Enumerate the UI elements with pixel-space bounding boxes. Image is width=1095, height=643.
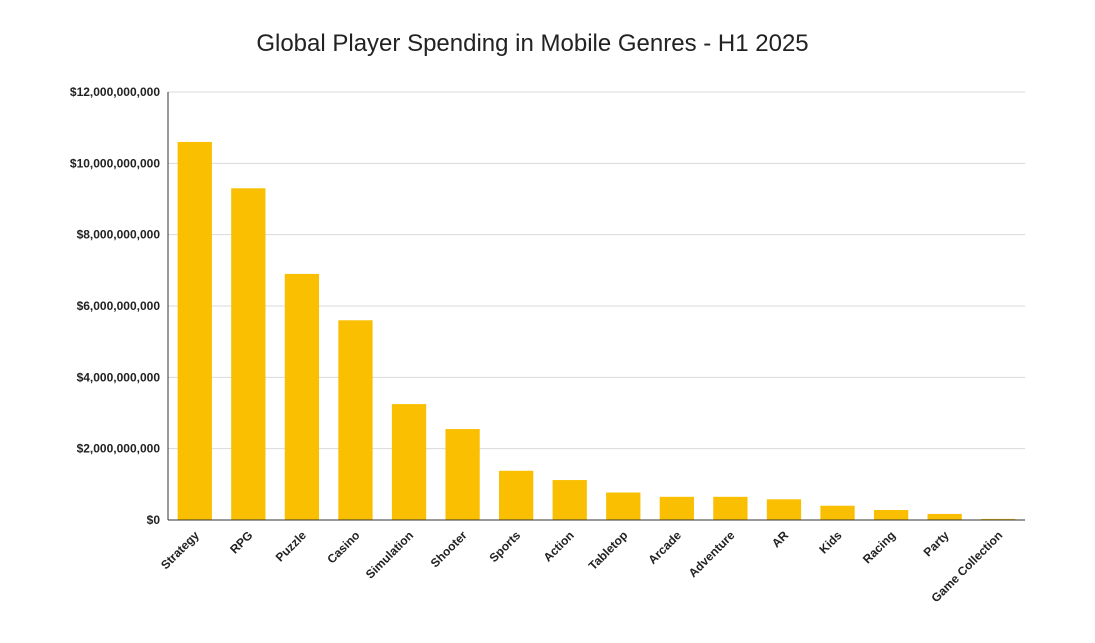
bar-action — [552, 480, 587, 520]
y-tick-label: $12,000,000,000 — [70, 85, 160, 99]
y-tick-label: $2,000,000,000 — [77, 442, 161, 456]
y-tick-label: $8,000,000,000 — [77, 228, 161, 242]
x-tick-label: Tabletop — [586, 528, 631, 573]
x-tick-label: Simulation — [363, 528, 416, 581]
bar-strategy — [177, 141, 212, 520]
x-axis-ticks: Strategy RPG Puzzle Casino Simulation Shooter… — [158, 528, 1005, 605]
y-tick-label: $0 — [147, 513, 161, 527]
y-tick-label: $6,000,000,000 — [77, 299, 161, 313]
bar-simulation — [391, 404, 427, 520]
x-tick-label: Puzzle — [273, 528, 310, 565]
chart-title: Global Player Spending in Mobile Genres … — [256, 30, 809, 57]
y-tick-label: $4,000,000,000 — [77, 370, 161, 384]
y-axis-ticks: $0 $2,000,000,000 $4,000,000,000 $6,000,000… — [70, 85, 160, 527]
x-tick-label: Sports — [486, 528, 523, 565]
bar-kids — [820, 505, 855, 520]
bar-ar — [766, 499, 802, 520]
x-tick-label: Arcade — [645, 528, 684, 567]
bar-game-collection — [981, 518, 1016, 520]
bars — [177, 141, 1016, 521]
bar-tabletop — [606, 492, 641, 520]
bar-sports — [499, 470, 534, 520]
x-tick-label: Racing — [860, 528, 898, 566]
bar-party — [927, 513, 962, 520]
x-tick-label: RPG — [227, 528, 255, 556]
bar-rpg — [231, 188, 266, 521]
bar-arcade — [659, 496, 694, 520]
bar-shooter — [445, 429, 480, 520]
x-tick-label: Kids — [816, 528, 845, 557]
y-tick-label: $10,000,000,000 — [70, 156, 160, 170]
bar-puzzle — [284, 273, 320, 520]
bar-adventure — [713, 496, 748, 520]
x-tick-label: Adventure — [686, 528, 738, 580]
x-tick-label: Strategy — [158, 528, 202, 572]
x-tick-label: AR — [769, 528, 791, 550]
x-tick-label: Party — [921, 528, 952, 559]
x-tick-label: Casino — [324, 528, 362, 566]
bar-casino — [338, 320, 373, 520]
x-tick-label: Action — [541, 528, 577, 564]
bar-racing — [873, 510, 909, 520]
x-tick-label: Shooter — [428, 528, 470, 570]
